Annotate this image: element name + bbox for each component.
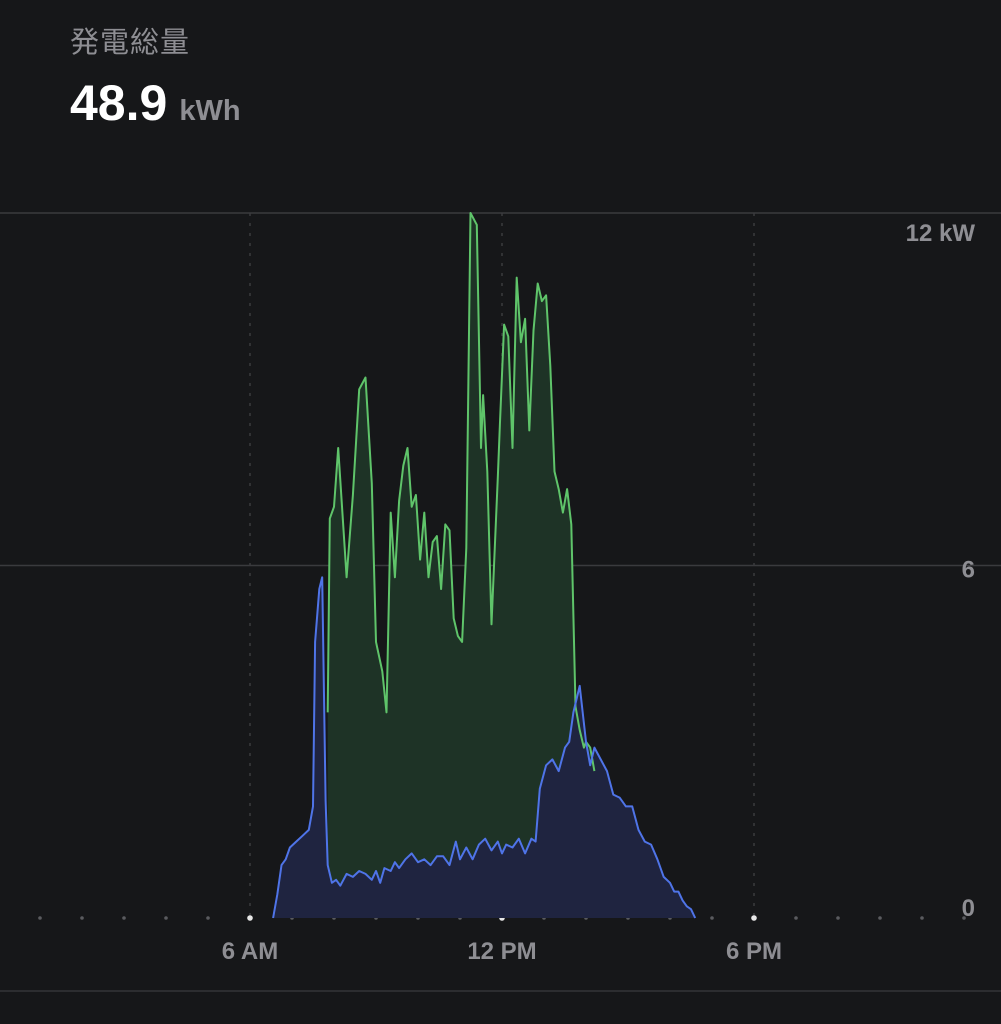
blue-series-area bbox=[273, 577, 696, 918]
y-tick-label: 6 bbox=[962, 557, 975, 584]
baseline-dot bbox=[206, 916, 210, 920]
baseline-dot bbox=[710, 916, 714, 920]
total-generation-unit: kWh bbox=[179, 95, 241, 127]
y-tick-label: 0 bbox=[962, 895, 975, 922]
total-generation-label: 発電総量 bbox=[70, 25, 191, 59]
baseline-dot bbox=[164, 916, 168, 920]
y-tick-label: 12 kW bbox=[906, 220, 976, 247]
header: 発電総量 48.9 kWh bbox=[70, 22, 241, 130]
baseline-dot bbox=[962, 916, 966, 920]
baseline-dot bbox=[247, 915, 253, 921]
x-tick-label: 12 PM bbox=[467, 938, 536, 965]
baseline-dot bbox=[920, 916, 924, 920]
baseline-dot bbox=[80, 916, 84, 920]
total-generation: 48.9 kWh bbox=[70, 76, 241, 130]
baseline-dot bbox=[836, 916, 840, 920]
x-tick-label: 6 PM bbox=[726, 938, 782, 965]
baseline-dot bbox=[38, 916, 42, 920]
baseline-dot bbox=[751, 915, 757, 921]
x-tick-label: 6 AM bbox=[222, 938, 278, 965]
baseline-dot bbox=[878, 916, 882, 920]
blue-series-line bbox=[272, 576, 697, 919]
baseline-dot bbox=[794, 916, 798, 920]
baseline-dot bbox=[122, 916, 126, 920]
total-generation-value: 48.9 bbox=[70, 75, 168, 131]
green-series-line bbox=[326, 212, 596, 772]
